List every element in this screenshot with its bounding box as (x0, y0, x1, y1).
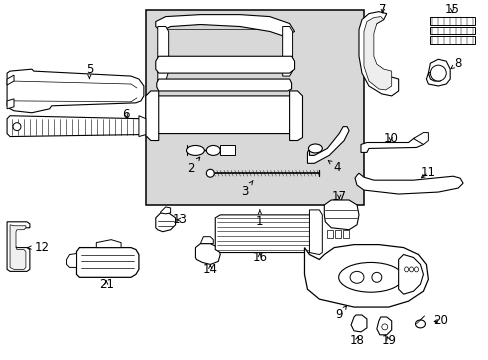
Text: 13: 13 (173, 213, 187, 226)
Polygon shape (161, 207, 170, 214)
Text: 12: 12 (28, 241, 49, 254)
Ellipse shape (13, 123, 21, 131)
Polygon shape (282, 27, 292, 76)
Polygon shape (200, 237, 213, 244)
Polygon shape (76, 248, 139, 277)
Polygon shape (360, 136, 423, 152)
Polygon shape (350, 315, 366, 332)
Ellipse shape (414, 267, 418, 272)
Ellipse shape (206, 145, 220, 156)
Text: 18: 18 (349, 334, 364, 347)
Text: 14: 14 (203, 263, 217, 276)
Polygon shape (139, 116, 145, 136)
Text: 9: 9 (335, 306, 346, 321)
Text: 3: 3 (241, 180, 253, 198)
Ellipse shape (371, 273, 381, 282)
Ellipse shape (186, 145, 204, 156)
Text: 10: 10 (383, 132, 397, 145)
Polygon shape (152, 96, 297, 134)
Text: 6: 6 (122, 108, 129, 121)
Ellipse shape (349, 271, 363, 283)
Text: 19: 19 (381, 334, 395, 347)
Polygon shape (7, 116, 143, 136)
Text: 5: 5 (85, 63, 93, 78)
Text: 7: 7 (378, 3, 386, 16)
Bar (145, 10, 363, 205)
Polygon shape (354, 173, 462, 194)
Polygon shape (289, 91, 302, 140)
Polygon shape (426, 59, 449, 86)
Polygon shape (7, 75, 14, 85)
Polygon shape (157, 79, 291, 91)
Text: 2: 2 (186, 157, 199, 175)
Polygon shape (10, 225, 26, 269)
Text: 21: 21 (99, 278, 114, 291)
Polygon shape (158, 27, 168, 81)
Polygon shape (145, 91, 159, 140)
Ellipse shape (433, 69, 442, 77)
Text: 15: 15 (444, 3, 459, 16)
Bar (429, 27, 474, 35)
Polygon shape (220, 145, 235, 156)
Ellipse shape (415, 320, 425, 328)
Ellipse shape (206, 169, 214, 177)
Ellipse shape (404, 267, 408, 272)
Polygon shape (413, 132, 427, 144)
Text: 11: 11 (420, 166, 435, 179)
Polygon shape (195, 244, 220, 265)
Polygon shape (358, 12, 398, 96)
Ellipse shape (308, 144, 322, 153)
Polygon shape (7, 69, 143, 113)
Polygon shape (376, 317, 391, 335)
Polygon shape (215, 215, 314, 252)
Ellipse shape (381, 324, 387, 330)
Polygon shape (304, 244, 427, 307)
Polygon shape (324, 200, 358, 230)
Text: 16: 16 (252, 251, 267, 264)
Polygon shape (156, 56, 294, 73)
Text: 20: 20 (432, 314, 447, 328)
Bar (334, 230, 341, 238)
Polygon shape (309, 210, 322, 255)
Text: 1: 1 (256, 210, 263, 228)
Polygon shape (156, 15, 294, 36)
Polygon shape (66, 253, 76, 267)
Polygon shape (7, 222, 30, 271)
Text: 17: 17 (331, 189, 346, 203)
Text: 8: 8 (450, 57, 461, 70)
Ellipse shape (409, 267, 413, 272)
Ellipse shape (429, 65, 446, 81)
Bar (343, 230, 348, 238)
Bar (326, 230, 332, 238)
Bar (429, 17, 474, 24)
Polygon shape (363, 17, 391, 90)
Polygon shape (307, 127, 348, 163)
Polygon shape (398, 255, 423, 294)
Bar (429, 36, 474, 44)
Polygon shape (96, 240, 121, 248)
Polygon shape (7, 99, 14, 109)
Polygon shape (156, 213, 175, 232)
Text: 4: 4 (327, 161, 340, 174)
Ellipse shape (338, 262, 402, 292)
